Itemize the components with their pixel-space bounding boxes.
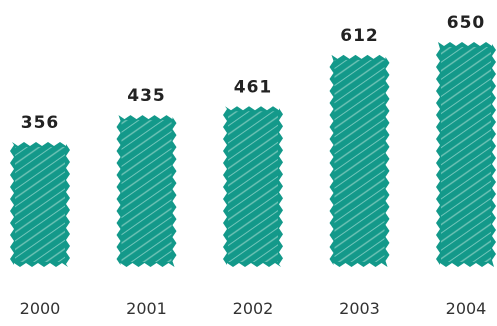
tick-label-2001: 2001 [126, 299, 167, 318]
value-label-2004: 650 [447, 13, 486, 33]
bar-hatch-2000 [15, 146, 65, 262]
bar-hatch-2001 [121, 120, 172, 262]
value-label-2001: 435 [127, 86, 166, 106]
tick-label-2004: 2004 [446, 299, 487, 318]
x-axis-tick-labels: 2000 2001 2002 2003 2004 [20, 299, 487, 318]
value-labels-group: 356 435 461 612 650 [21, 13, 486, 133]
tick-label-2000: 2000 [20, 299, 61, 318]
bar-hatch-2004 [441, 47, 491, 262]
value-label-2003: 612 [340, 26, 379, 46]
bars-group [10, 42, 496, 268]
value-label-2002: 461 [234, 77, 273, 97]
tick-label-2003: 2003 [339, 299, 380, 318]
tick-label-2002: 2002 [233, 299, 274, 318]
bar-hatch-2003 [334, 59, 385, 262]
bar-hatch-2002 [228, 111, 278, 262]
value-label-2000: 356 [21, 113, 60, 133]
